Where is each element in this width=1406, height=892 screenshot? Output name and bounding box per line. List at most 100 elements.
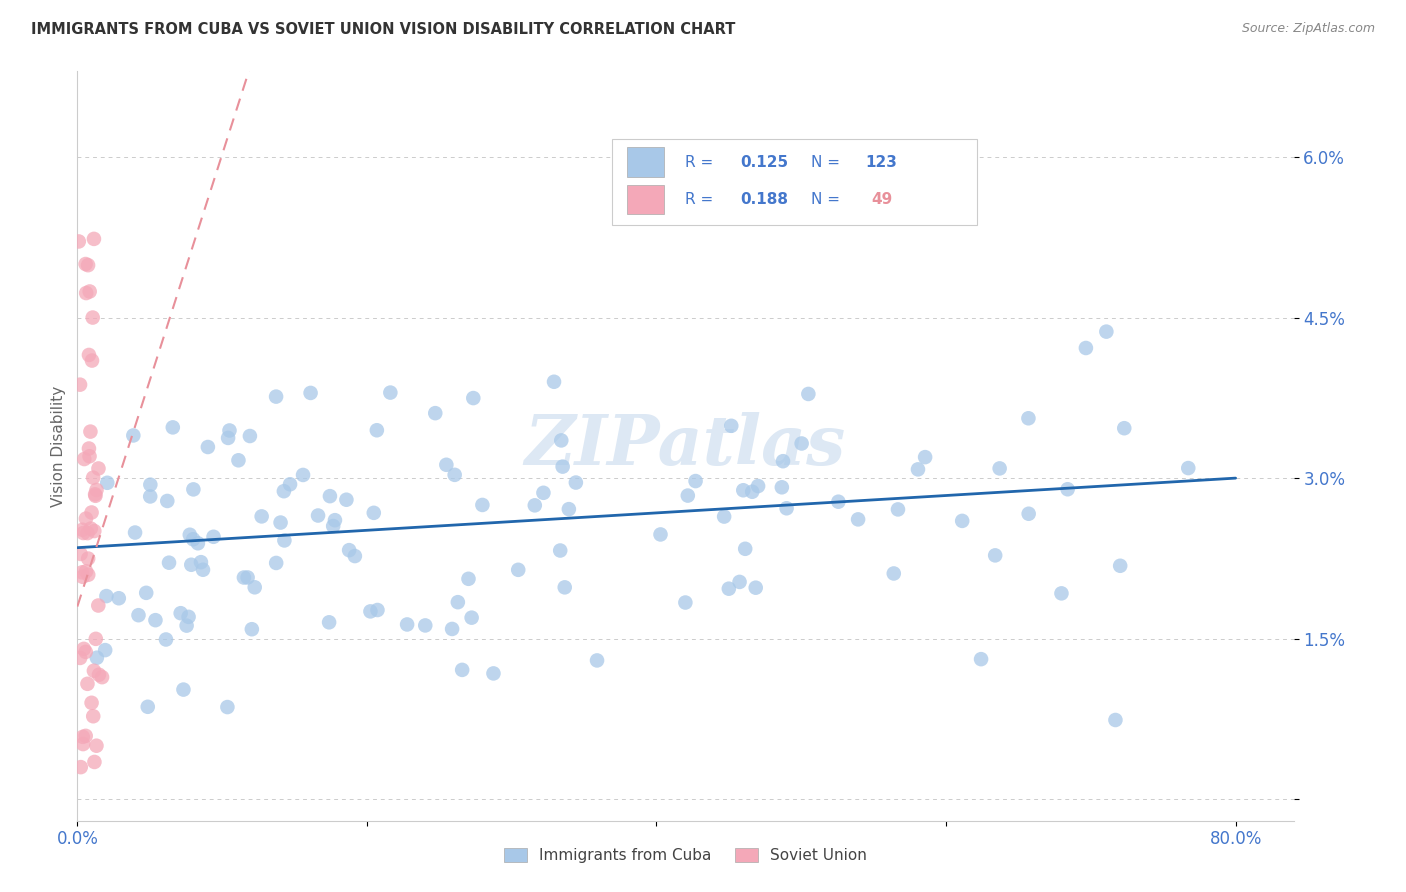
Point [87, 667, 110, 681]
Point [79, 450, 101, 464]
Point [366, 603, 388, 617]
Point [80, 353, 103, 368]
Point [984, 549, 1007, 563]
Point [335, 492, 357, 507]
Point [1177, 461, 1199, 475]
Point [236, 570, 259, 584]
Point [548, 543, 571, 558]
Point [264, 390, 287, 404]
Point [84, 487, 107, 501]
Point [318, 615, 340, 630]
Point [96, 475, 118, 490]
Point [523, 499, 546, 513]
Point [94, 643, 117, 657]
Point [741, 484, 763, 499]
Point [887, 502, 910, 516]
Point [217, 700, 239, 714]
Point [183, 483, 205, 497]
Point [676, 489, 699, 503]
Point [914, 450, 936, 464]
FancyBboxPatch shape [613, 139, 977, 225]
Point [797, 387, 820, 401]
Point [82, 310, 104, 325]
Point [73, 641, 96, 656]
Point [124, 525, 146, 540]
Point [197, 440, 219, 454]
Point [396, 617, 419, 632]
Point [75, 511, 97, 525]
Point [239, 429, 262, 443]
Point [650, 527, 672, 541]
Point [1095, 325, 1118, 339]
Point [970, 652, 993, 666]
Point [122, 428, 145, 442]
Point [136, 699, 159, 714]
Point [988, 461, 1011, 475]
Point [107, 591, 129, 606]
Legend: Immigrants from Cuba, Soviet Union: Immigrants from Cuba, Soviet Union [498, 842, 873, 869]
Point [72, 526, 94, 541]
Point [451, 663, 474, 677]
Point [80, 522, 103, 536]
Point [441, 622, 464, 636]
Point [162, 420, 184, 434]
Text: 49: 49 [872, 192, 893, 207]
Point [84, 489, 107, 503]
Y-axis label: Vision Disability: Vision Disability [51, 385, 66, 507]
Point [87, 599, 110, 613]
Point [83, 524, 105, 538]
Point [91, 670, 114, 684]
Text: N =: N = [811, 154, 845, 169]
Point [907, 462, 929, 476]
Point [1114, 421, 1136, 435]
Text: ZIPatlas: ZIPatlas [524, 412, 846, 480]
Point [1056, 482, 1078, 496]
Point [72, 523, 94, 537]
Point [75, 729, 97, 743]
Point [75, 645, 97, 659]
Point [190, 555, 212, 569]
Point [77, 258, 100, 272]
Text: 0.125: 0.125 [740, 154, 789, 169]
Point [228, 453, 250, 467]
Point [413, 618, 436, 632]
Point [264, 556, 287, 570]
Point [434, 458, 457, 472]
Point [471, 498, 494, 512]
Point [77, 567, 100, 582]
Point [1050, 586, 1073, 600]
Point [181, 533, 204, 547]
Point [69, 377, 91, 392]
Point [747, 479, 769, 493]
Point [551, 459, 574, 474]
Point [135, 586, 157, 600]
Point [191, 563, 214, 577]
Point [728, 574, 751, 589]
Point [550, 434, 572, 448]
Text: R =: R = [686, 154, 718, 169]
Point [745, 581, 768, 595]
Text: Source: ZipAtlas.com: Source: ZipAtlas.com [1241, 22, 1375, 36]
Point [77, 442, 100, 456]
Point [363, 506, 385, 520]
Point [457, 572, 479, 586]
Point [508, 563, 530, 577]
Point [139, 477, 162, 491]
Point [1074, 341, 1097, 355]
Point [565, 475, 588, 490]
Point [463, 391, 485, 405]
Point [77, 348, 100, 362]
Point [460, 610, 482, 624]
Point [790, 436, 813, 450]
Point [673, 595, 696, 609]
Point [685, 474, 707, 488]
Point [243, 580, 266, 594]
Point [846, 512, 869, 526]
Point [202, 530, 225, 544]
Point [157, 556, 180, 570]
Point [80, 506, 103, 520]
Point [69, 651, 91, 665]
Point [86, 650, 108, 665]
Point [425, 406, 447, 420]
Point [75, 286, 97, 301]
